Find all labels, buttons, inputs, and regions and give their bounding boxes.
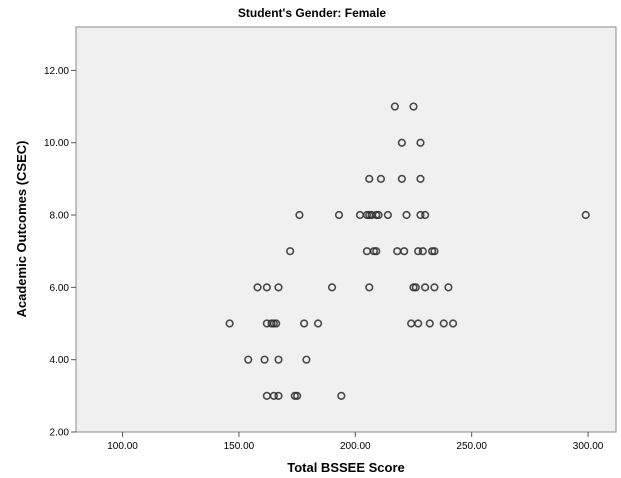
data-point: [439, 319, 448, 328]
data-point: [376, 174, 386, 183]
data-point: [337, 391, 346, 400]
data-point: [300, 319, 309, 328]
plot-area: [75, 26, 617, 433]
data-point: [260, 355, 269, 364]
data-point: [581, 210, 590, 220]
data-point: [416, 138, 425, 147]
data-points: [225, 102, 590, 400]
x-tick-label: 100.00: [107, 441, 138, 452]
x-tick-label: 300.00: [573, 441, 604, 452]
y-axis-title: Academic Outcomes (CSEC): [14, 141, 29, 318]
data-point: [416, 174, 425, 183]
y-tick-label: 4.00: [50, 355, 70, 366]
y-tick-label: 2.00: [50, 428, 70, 439]
data-point: [269, 391, 278, 400]
data-point: [397, 174, 406, 183]
data-point: [313, 319, 323, 328]
data-point: [295, 210, 304, 220]
data-point: [274, 283, 283, 292]
data-point: [274, 391, 283, 400]
data-point: [411, 283, 420, 292]
data-point: [409, 102, 418, 111]
data-point: [327, 283, 337, 292]
data-point: [430, 247, 439, 256]
data-point: [286, 247, 295, 256]
x-tick-label: 150.00: [224, 441, 255, 452]
data-point: [365, 174, 374, 183]
chart-title: Student's Gender: Female: [238, 6, 387, 20]
data-point: [421, 210, 430, 220]
data-point: [365, 283, 374, 292]
data-point: [414, 247, 423, 256]
x-axis-title: Total BSSEE Score: [287, 460, 405, 475]
data-point: [383, 210, 392, 220]
data-point: [372, 247, 381, 256]
data-point: [244, 355, 253, 364]
data-point: [272, 319, 281, 328]
data-point: [421, 283, 430, 292]
data-point: [425, 319, 434, 328]
data-point: [374, 210, 383, 220]
data-point: [418, 247, 427, 256]
data-point: [253, 283, 262, 292]
data-point: [390, 102, 399, 111]
data-point: [402, 210, 411, 220]
data-point: [274, 355, 283, 364]
data-point: [448, 319, 458, 328]
data-point: [302, 355, 311, 364]
data-point: [444, 283, 453, 292]
data-point: [225, 319, 234, 328]
data-point: [430, 283, 439, 292]
x-tick-label: 200.00: [340, 441, 371, 452]
data-point: [416, 210, 425, 220]
y-axis: 2.00 4.00 6.00 8.00 10.00 12.00: [44, 66, 76, 439]
x-axis: 100.00 150.00 200.00 250.00 300.00: [107, 432, 604, 452]
y-tick-label: 6.00: [50, 283, 70, 294]
data-point: [414, 319, 423, 328]
y-tick-label: 10.00: [44, 138, 69, 149]
data-point: [400, 247, 409, 256]
data-point: [262, 283, 271, 292]
data-point: [334, 210, 344, 220]
data-point: [397, 138, 406, 147]
y-tick-label: 8.00: [50, 211, 70, 222]
y-tick-label: 12.00: [44, 66, 69, 77]
data-point: [293, 391, 302, 400]
x-tick-label: 250.00: [456, 441, 487, 452]
